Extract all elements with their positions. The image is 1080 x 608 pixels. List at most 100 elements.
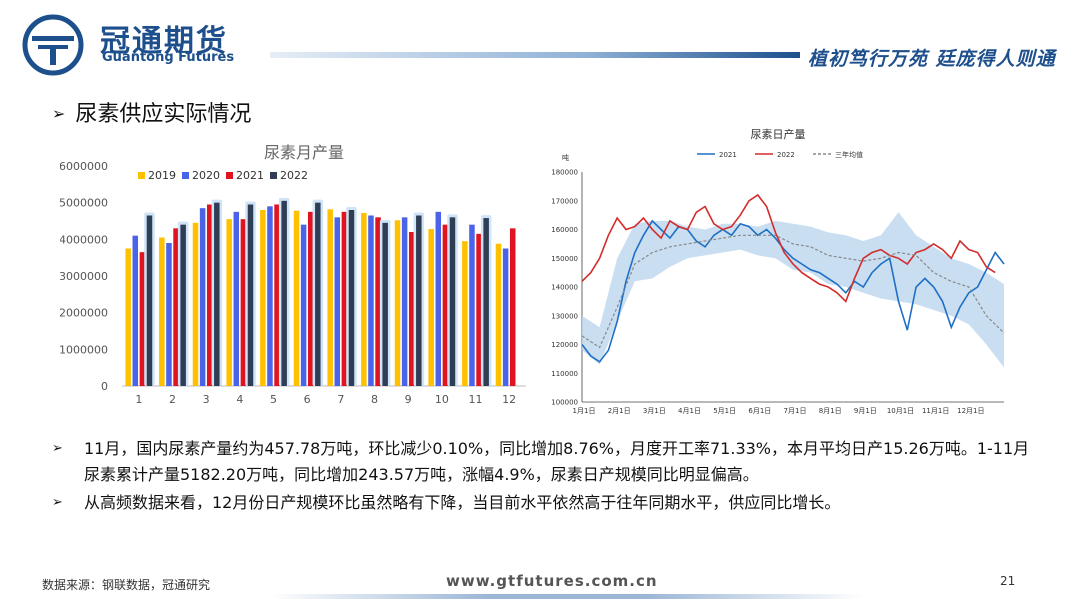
legend-swatch bbox=[226, 172, 233, 179]
y-tick-label: 180000 bbox=[552, 169, 578, 177]
bar bbox=[139, 252, 146, 386]
monthly-output-bar-chart: 尿素月产量 0 1000000 2000000 3000000 4000000 500000… bbox=[60, 143, 526, 406]
x-tick-label: 12月1日 bbox=[957, 407, 984, 415]
bar bbox=[375, 217, 381, 386]
bar bbox=[247, 204, 254, 386]
x-tick-label: 1 bbox=[135, 393, 142, 406]
section-title-text: 尿素供应实际情况 bbox=[75, 102, 252, 127]
legend-swatch bbox=[182, 172, 189, 179]
x-tick-label: 10 bbox=[435, 393, 449, 406]
bar bbox=[428, 229, 434, 386]
bar bbox=[315, 202, 321, 386]
header-divider bbox=[270, 52, 800, 58]
bar bbox=[180, 224, 186, 386]
header: 冠通期货 Guantong Futures 植初笃行万苑 廷庞得人则通 bbox=[0, 0, 1080, 80]
chart-title: 尿素日产量 bbox=[751, 127, 806, 141]
bullet-text: 从高频数据来看，12月份日产规模环比虽然略有下降，当目前水平依然高于往年同期水平… bbox=[84, 493, 841, 512]
y-tick-label: 0 bbox=[101, 380, 108, 393]
bar bbox=[341, 211, 348, 386]
legend-label: 2020 bbox=[192, 169, 220, 182]
bar bbox=[334, 217, 341, 386]
y-tick-label: 100000 bbox=[552, 399, 578, 407]
brand-name-cn: 冠通期货 bbox=[100, 24, 228, 59]
chart-title: 尿素月产量 bbox=[264, 143, 344, 162]
bullet-arrow-icon: ➢ bbox=[52, 441, 63, 456]
x-tick-label: 7月1日 bbox=[784, 407, 807, 415]
bar bbox=[226, 219, 232, 386]
bar bbox=[495, 243, 502, 386]
series-line bbox=[581, 219, 1005, 363]
x-tick-label: 11月1日 bbox=[922, 407, 949, 415]
bar bbox=[214, 202, 220, 386]
bar bbox=[132, 235, 139, 386]
legend-label: 2022 bbox=[777, 151, 795, 159]
bar bbox=[435, 211, 442, 386]
website-url: www.gtfutures.com.cn bbox=[446, 572, 658, 590]
x-tick-label: 5 bbox=[270, 393, 277, 406]
bar bbox=[449, 217, 456, 386]
x-tick-label: 9 bbox=[405, 393, 412, 406]
y-tick-label: 5000000 bbox=[60, 197, 108, 210]
x-tick-label: 9月1日 bbox=[854, 407, 877, 415]
daily-output-line-chart: 尿素日产量 2021 2022 三年均值 吨 100000 110000 120000 1300… bbox=[552, 127, 1005, 415]
bar bbox=[394, 220, 401, 386]
x-tick-label: 1月1日 bbox=[573, 407, 596, 415]
y-tick-label: 6000000 bbox=[60, 160, 108, 173]
bar bbox=[192, 222, 199, 386]
bar bbox=[401, 217, 408, 386]
bullet-item: ➢ 从高频数据来看，12月份日产规模环比虽然略有下降，当目前水平依然高于往年同期水… bbox=[52, 490, 1042, 516]
bar bbox=[307, 211, 314, 386]
range-band bbox=[582, 212, 1004, 368]
x-tick-label: 7 bbox=[337, 393, 344, 406]
y-tick-label: 170000 bbox=[552, 197, 578, 205]
x-tick-label: 8月1日 bbox=[819, 407, 842, 415]
y-tick-label: 4000000 bbox=[60, 233, 108, 246]
legend-label: 2021 bbox=[719, 151, 737, 159]
bar bbox=[483, 218, 489, 386]
bar bbox=[206, 204, 213, 386]
bar bbox=[293, 210, 300, 386]
bar bbox=[159, 237, 165, 386]
bullet-text: 11月，国内尿素产量约为457.78万吨，环比减少0.10%，同比增加8.76%… bbox=[84, 439, 1030, 484]
x-tick-label: 8 bbox=[371, 393, 378, 406]
brand-name-en: Guantong Futures bbox=[102, 50, 235, 65]
bar bbox=[173, 228, 179, 386]
bar bbox=[125, 248, 131, 386]
bar bbox=[274, 204, 280, 386]
bar bbox=[382, 222, 388, 386]
y-tick-label: 2000000 bbox=[60, 307, 108, 320]
bar bbox=[233, 211, 240, 386]
bar bbox=[348, 210, 355, 386]
x-tick-label: 3月1日 bbox=[643, 407, 666, 415]
legend-swatch bbox=[138, 172, 145, 179]
series-line bbox=[581, 234, 1005, 349]
page-number: 21 bbox=[1000, 574, 1016, 588]
y-tick-label: 110000 bbox=[552, 370, 578, 378]
bar bbox=[300, 224, 307, 386]
bar bbox=[146, 215, 153, 386]
y-tick-label: 1000000 bbox=[60, 343, 108, 356]
bar bbox=[166, 243, 172, 386]
bar bbox=[408, 232, 415, 386]
section-title: ➢ 尿素供应实际情况 bbox=[52, 96, 251, 128]
legend-label: 2022 bbox=[280, 169, 308, 182]
slogan: 植初笃行万苑 廷庞得人则通 bbox=[808, 48, 1056, 70]
y-tick-label: 140000 bbox=[552, 284, 578, 292]
x-tick-label: 2 bbox=[169, 393, 176, 406]
bar bbox=[509, 228, 516, 386]
company-logo-icon bbox=[22, 14, 84, 76]
x-tick-label: 6月1日 bbox=[748, 407, 771, 415]
bar bbox=[199, 208, 206, 386]
x-tick-label: 4 bbox=[236, 393, 243, 406]
x-tick-label: 3 bbox=[203, 393, 210, 406]
bullet-item: ➢ 11月，国内尿素产量约为457.78万吨，环比减少0.10%，同比增加8.76… bbox=[52, 436, 1042, 488]
bar bbox=[502, 248, 509, 386]
bullet-arrow-icon: ➢ bbox=[52, 104, 66, 123]
x-tick-label: 12 bbox=[502, 393, 516, 406]
bar bbox=[416, 215, 422, 386]
bar bbox=[327, 209, 333, 386]
bar bbox=[469, 224, 475, 386]
x-tick-label: 6 bbox=[304, 393, 311, 406]
bar bbox=[361, 212, 367, 386]
series-line bbox=[581, 193, 996, 303]
